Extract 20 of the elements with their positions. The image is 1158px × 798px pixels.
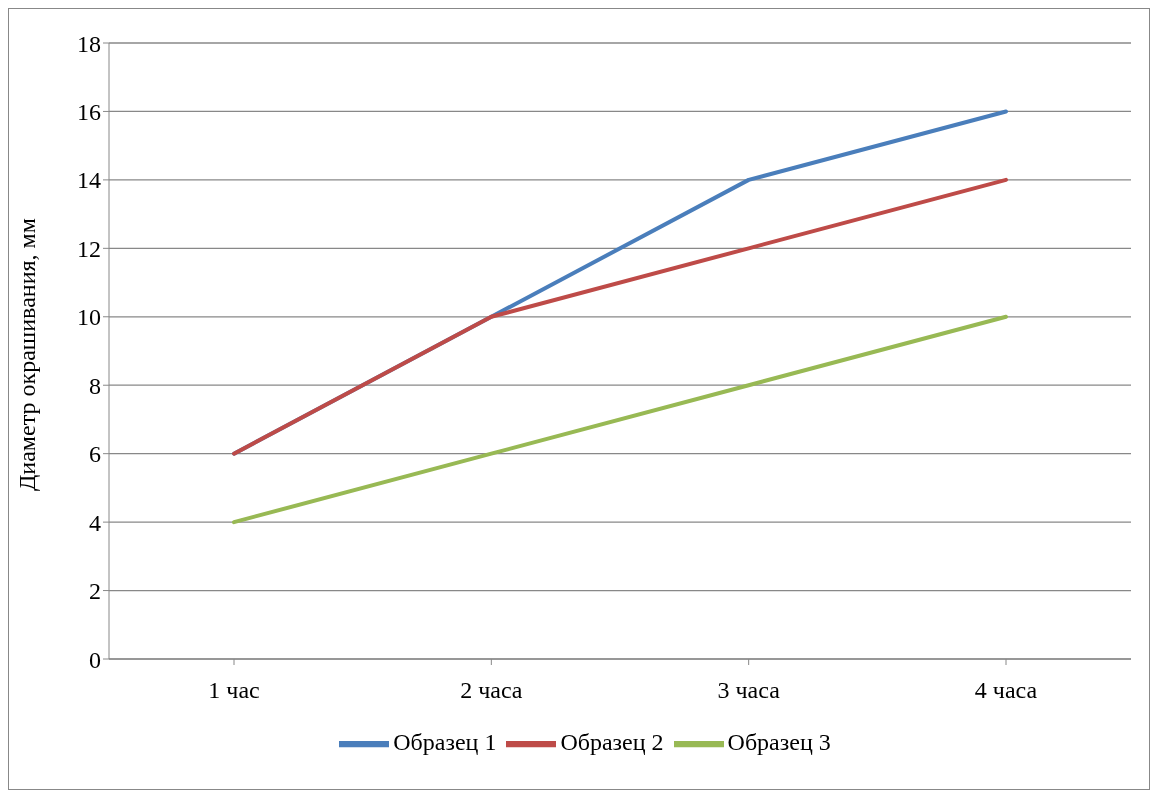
x-tick-label: 3 часа xyxy=(717,677,781,704)
x-tick-label: 4 часа xyxy=(974,677,1038,704)
legend-label: Образец 3 xyxy=(727,728,831,755)
x-tick-label: 1 час xyxy=(208,677,260,704)
legend-label: Образец 2 xyxy=(560,728,664,755)
y-tick-label: 14 xyxy=(77,167,101,194)
y-tick-label: 0 xyxy=(89,646,101,673)
y-tick-label: 4 xyxy=(89,509,101,536)
line-series xyxy=(232,314,1008,525)
y-axis-title: Диаметр окрашивания, мм xyxy=(13,218,40,491)
y-tick-label: 12 xyxy=(77,235,101,262)
y-tick-label: 2 xyxy=(89,578,101,605)
x-tick-label: 2 часа xyxy=(460,677,523,704)
y-tick-label: 18 xyxy=(77,30,101,57)
legend-label: Образец 1 xyxy=(393,728,497,755)
y-tick-label: 6 xyxy=(89,441,101,468)
y-tick-label: 10 xyxy=(77,304,101,331)
y-tick-label: 8 xyxy=(89,372,101,399)
y-tick-label: 16 xyxy=(77,98,101,125)
line-series xyxy=(232,177,1008,456)
